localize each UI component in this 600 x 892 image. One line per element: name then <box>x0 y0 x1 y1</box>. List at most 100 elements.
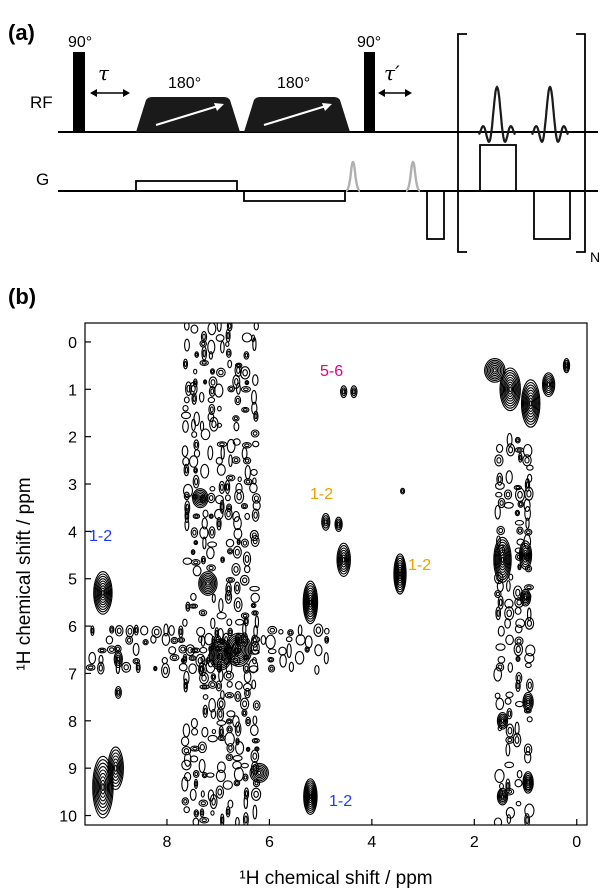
gradient-pulse-2 <box>243 190 346 202</box>
band-0-contour <box>242 369 248 377</box>
band-0-contour <box>224 590 233 604</box>
band-0-contour <box>245 381 249 385</box>
peak-23-contour <box>547 382 551 388</box>
peak-20-contour <box>507 384 514 395</box>
band-0-contour <box>246 747 250 751</box>
band-0-contour <box>192 817 200 825</box>
band-0-contour <box>241 406 250 413</box>
band-1-contour <box>525 530 531 535</box>
peak-19-contour <box>497 546 508 573</box>
peak-28-contour <box>522 771 534 794</box>
band-0-contour <box>227 505 231 511</box>
band-0-contour <box>227 799 234 809</box>
band-1-contour <box>503 489 513 500</box>
peak-16-contour <box>203 577 213 590</box>
band-0-contour <box>181 746 192 756</box>
band-0-contour <box>222 780 233 790</box>
peak-7-contour <box>322 515 330 529</box>
peak-22-contour <box>491 366 499 375</box>
band-0-contour <box>184 507 190 524</box>
band-1-contour <box>505 634 514 646</box>
band-0-contour <box>190 592 197 601</box>
band-0-contour <box>228 745 233 751</box>
peak-1-contour <box>96 769 110 805</box>
band-2-contour <box>90 625 95 637</box>
band-2-contour <box>304 646 310 653</box>
band-2-contour <box>177 637 186 643</box>
band-1-contour <box>505 491 511 498</box>
band-1-contour <box>526 678 534 693</box>
band-2-contour <box>136 664 140 671</box>
band-0-contour <box>243 351 250 360</box>
band-0-contour <box>211 797 216 806</box>
band-2-contour <box>98 654 104 665</box>
band-2-contour <box>127 627 133 635</box>
band-0-contour <box>199 526 209 540</box>
band-0-contour <box>216 720 227 726</box>
band-0-contour <box>244 353 249 358</box>
band-0-contour <box>216 683 221 689</box>
crusher-gradient-2 <box>405 160 421 193</box>
band-0-contour <box>192 529 197 536</box>
band-1-contour <box>494 769 505 783</box>
band-0-contour <box>224 691 235 699</box>
band-0-contour <box>250 429 260 438</box>
band-2-contour <box>179 628 183 636</box>
pulse-90-label-2: 90° <box>357 34 381 51</box>
peak-1-contour <box>95 766 111 809</box>
band-0-contour <box>207 396 216 404</box>
peak-6-contour <box>303 778 318 815</box>
peak-0-contour <box>96 578 110 608</box>
peak-4-contour <box>115 687 121 697</box>
peak-24-contour <box>563 359 570 372</box>
band-0-contour <box>199 816 210 824</box>
band-0-contour <box>200 463 210 479</box>
band-2-contour <box>278 646 287 656</box>
peak-21-contour <box>526 392 536 415</box>
band-2-contour <box>252 644 258 652</box>
peak-3-contour <box>113 650 123 669</box>
band-0-contour <box>226 593 231 601</box>
band-1-contour <box>514 636 524 646</box>
peak-6-contour <box>308 792 313 802</box>
band-0-contour <box>201 517 208 530</box>
band-0-contour <box>240 538 249 548</box>
band-0-contour <box>200 610 206 615</box>
band-0-contour <box>240 385 251 393</box>
band-0-contour <box>231 456 241 464</box>
band-0-contour <box>191 727 199 736</box>
x-tick-label: 6 <box>265 834 274 851</box>
band-0-contour <box>195 352 199 357</box>
band-0-contour <box>186 603 190 610</box>
peak-0-contour <box>94 573 112 613</box>
band-0-contour <box>233 581 241 595</box>
band-0-contour <box>190 559 201 566</box>
band-0-contour <box>220 340 225 354</box>
band-1-contour <box>515 800 522 807</box>
band-2-contour <box>324 627 330 635</box>
peak-27-contour <box>525 697 531 707</box>
band-0-contour <box>218 598 224 613</box>
band-2-contour <box>161 657 168 665</box>
band-0-contour <box>216 367 226 378</box>
band-1-contour <box>517 490 523 499</box>
band-0-contour <box>246 718 250 725</box>
band-0-contour <box>252 700 261 711</box>
band-0-contour <box>209 529 215 536</box>
band-0-contour <box>211 728 217 735</box>
band-0-contour <box>182 618 188 627</box>
band-0-contour <box>251 508 260 522</box>
band-1-contour <box>515 700 524 708</box>
peak-16-contour <box>199 572 217 595</box>
peak-15-contour <box>212 643 229 666</box>
selective-sinc-pulse-1 <box>477 85 516 144</box>
band-1-contour <box>505 470 513 484</box>
band-0-contour <box>218 710 223 718</box>
peak-26-contour <box>521 592 530 604</box>
peak-0-contour <box>100 587 106 599</box>
band-0-contour <box>202 773 207 777</box>
band-0-contour <box>209 368 216 375</box>
band-0-contour <box>251 610 259 616</box>
band-2-contour <box>171 655 178 660</box>
band-0-contour <box>224 494 231 502</box>
